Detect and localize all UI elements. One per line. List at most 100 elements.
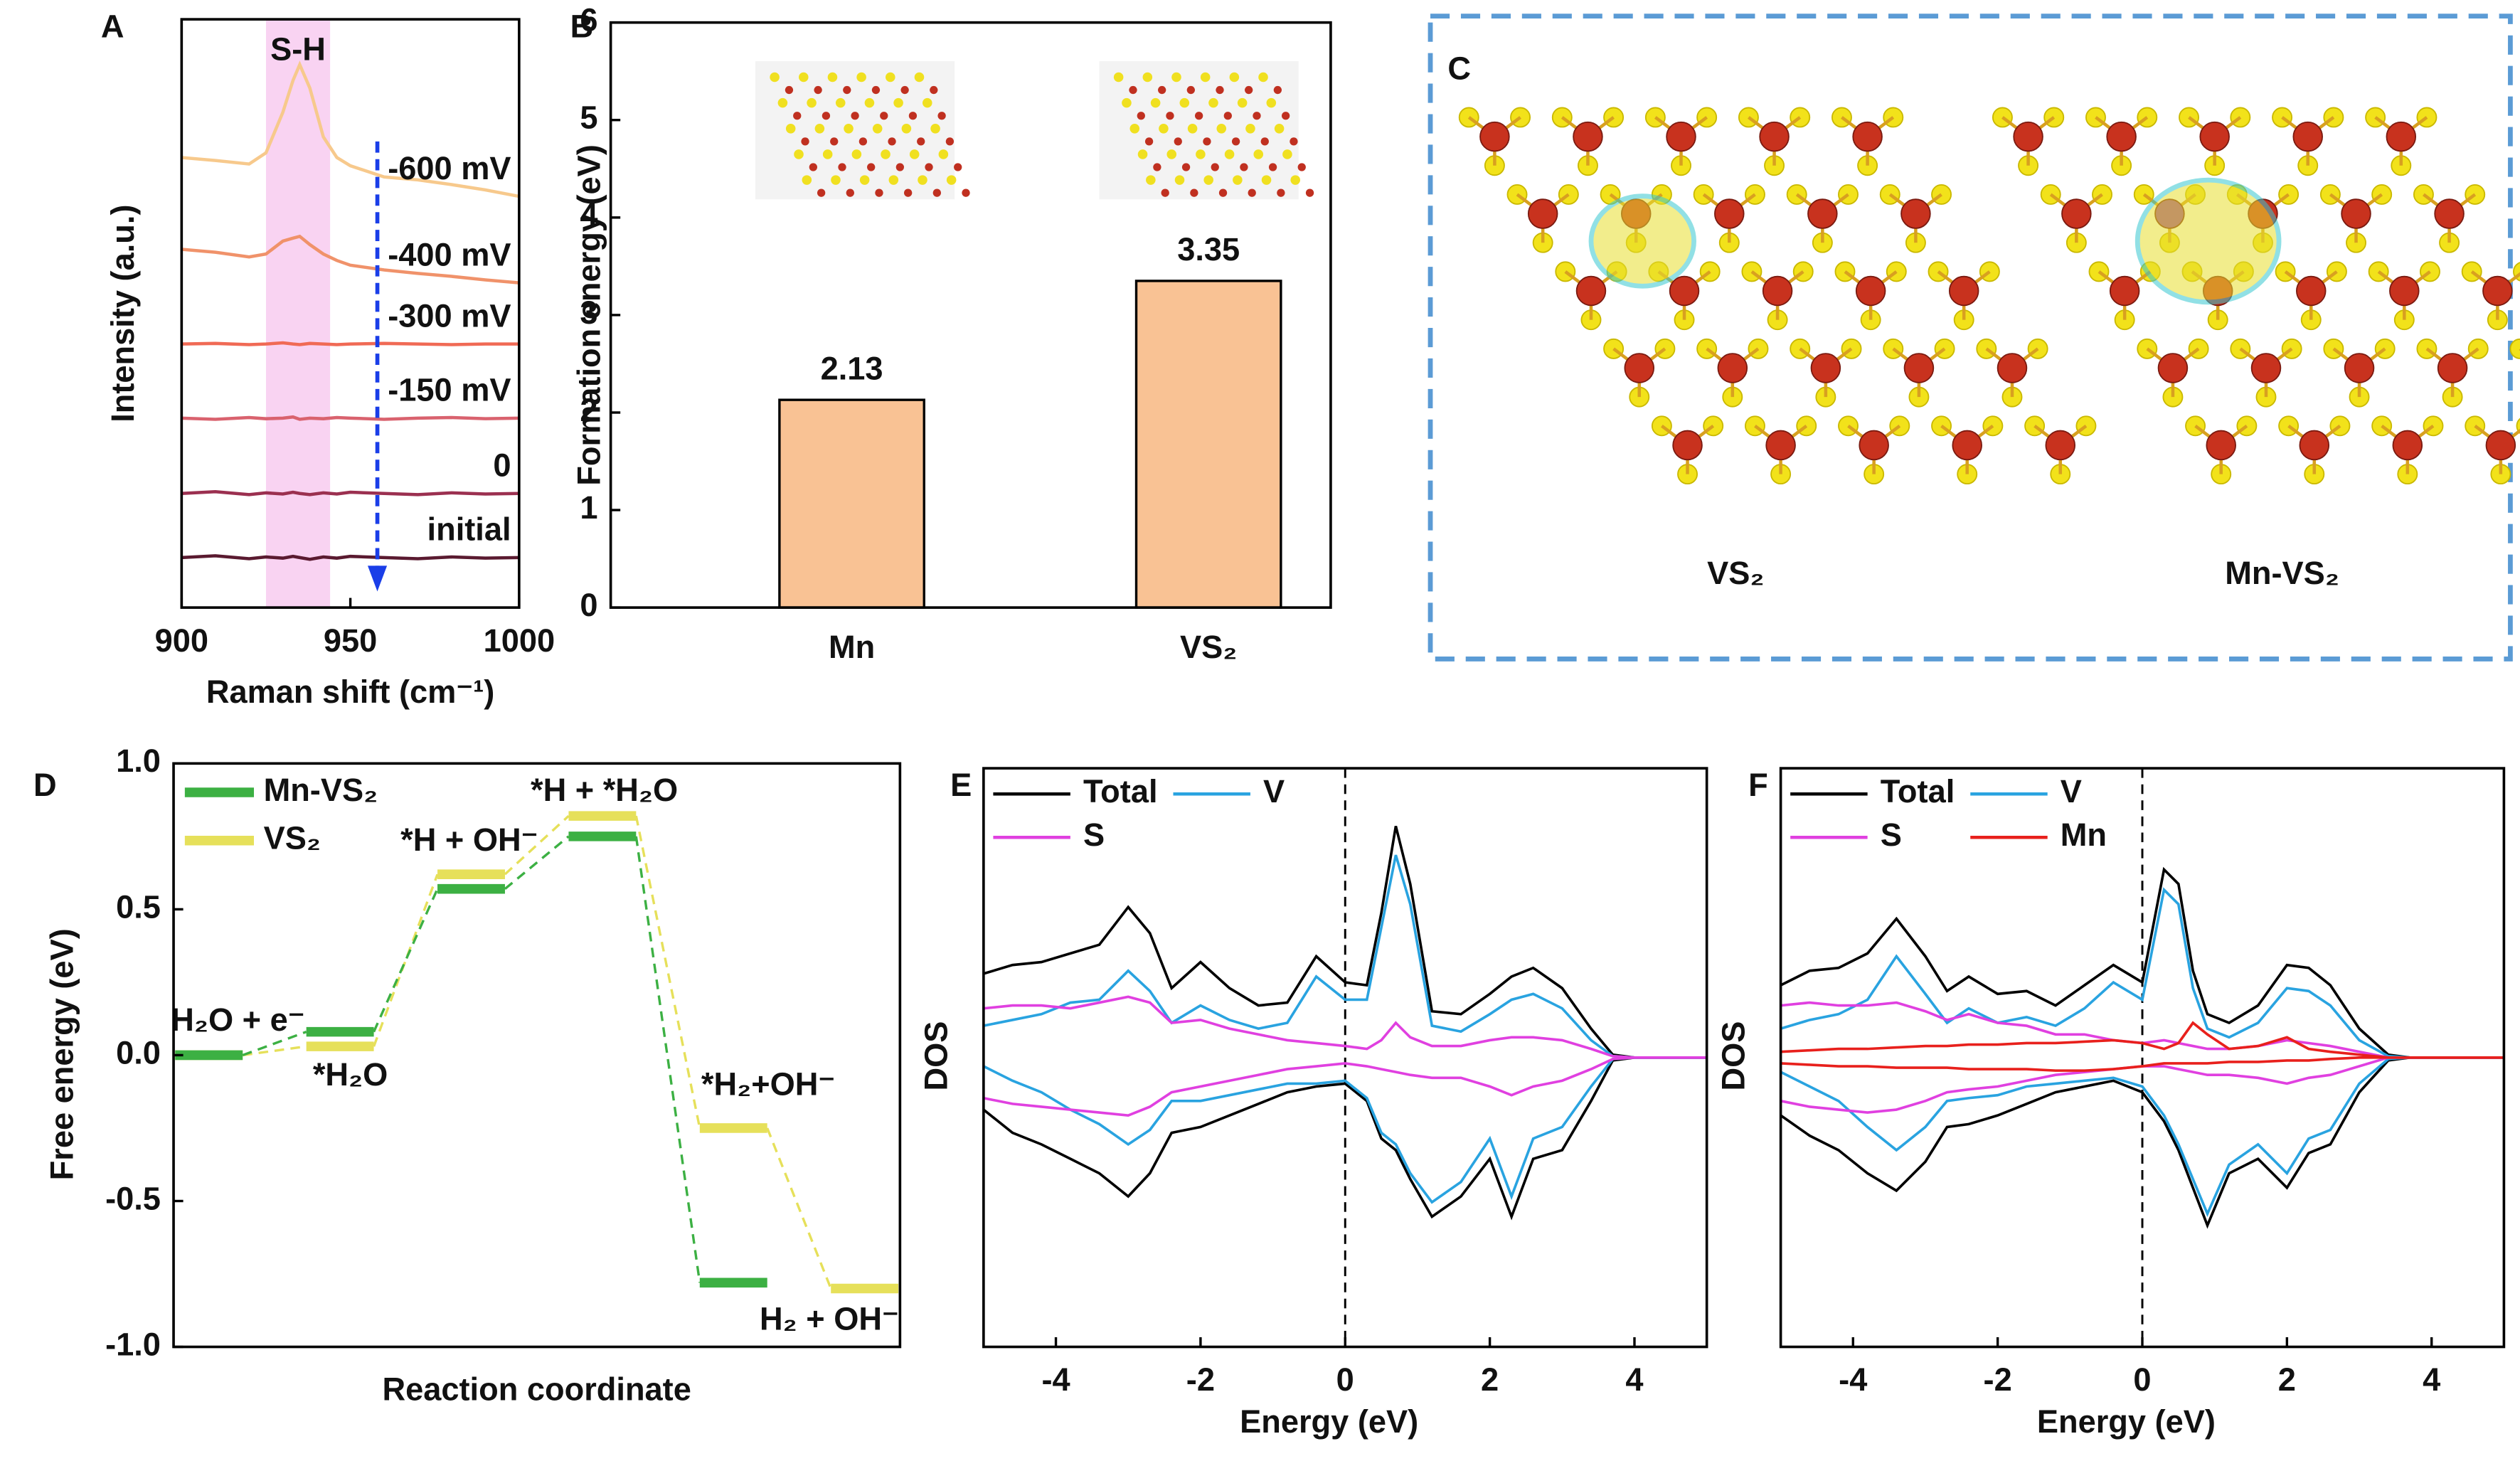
series-label: -300 mV [388,297,511,334]
x-tick-label: 950 [324,622,377,659]
inset-atom [1211,163,1219,171]
inset-atom [835,97,846,108]
y-tick-label: -1.0 [105,1326,161,1362]
metal-atom [2341,198,2371,229]
y-axis-label: Formation energy (eV) [570,144,607,486]
metal-atom [1855,275,1886,307]
inset-atom [1258,72,1268,83]
x-axis-label: Reaction coordinate [382,1371,691,1408]
metal-atom [1714,198,1745,229]
inset-atom [794,149,804,159]
x-tick-label: Mn [829,629,875,665]
state-label: *H₂O [313,1056,388,1093]
inset-atom [930,124,940,134]
inset-atom [1194,112,1203,120]
spectrum-line [181,60,520,198]
inset-atom [1161,188,1169,197]
metal-atom [1762,275,1793,307]
inset-atom [904,188,913,197]
inset-atom [1261,175,1272,185]
metal-atom [2199,121,2230,152]
inset-atom [872,124,883,134]
inset-atom [817,188,826,197]
inset-atom [843,85,851,95]
sulfur-atom [2509,338,2520,359]
inset-atom [1229,72,1240,83]
inset-atom [1274,124,1285,134]
inset-atom [1144,137,1154,146]
metal-atom [2386,121,2417,152]
connector [504,814,570,876]
x-tick-label: 1000 [484,622,555,659]
inset-atom [925,163,933,171]
structure-label: VS₂ [1707,555,1764,591]
structure-label: Mn-VS₂ [2225,555,2339,591]
metal-atom [1479,121,1510,152]
y-axis-label: Intensity (a.u.) [105,204,141,422]
legend-label: V [1263,773,1285,809]
metal-atom [2109,275,2140,307]
inset-atom [937,112,946,120]
inset-atom [1203,137,1211,146]
panel-label: B [570,9,594,45]
inset-atom [1223,112,1232,120]
arrow-head [367,565,388,592]
inset-atom [1216,85,1224,95]
panel-label: D [33,767,57,803]
metal-atom [2392,430,2423,461]
series-label: -600 mV [388,150,511,186]
inset-atom [922,97,932,108]
inset-atom [1218,188,1228,197]
inset-atom [1248,188,1256,197]
panel-label: F [1748,767,1768,803]
y-tick-label: 0 [580,587,597,623]
inset-atom [1245,85,1253,95]
inset-atom [930,85,938,95]
inset-atom [1224,149,1235,159]
metal-atom [2482,275,2513,307]
metal-atom [2013,121,2043,152]
inset-atom [867,163,876,171]
inset-atom [1181,163,1191,171]
inset-atom [888,175,899,185]
inset-atom [1122,97,1132,108]
inset-atom [827,72,838,83]
inset-atom [1240,163,1248,171]
metal-atom [2389,275,2420,307]
inset-atom [1233,175,1243,185]
x-axis-label: Raman shift (cm⁻¹) [206,674,494,710]
inset-atom [814,85,822,95]
metal-atom [1575,275,1607,307]
inset-atom [1208,97,1218,108]
metal-atom [1948,275,1979,307]
metal-atom [2045,430,2076,461]
x-tick-label: 900 [155,622,208,659]
metal-atom [1527,198,1558,229]
inset-atom [1260,137,1269,146]
inset-atom [1150,97,1161,108]
metal-atom [1669,275,1700,307]
inset-atom [1200,72,1211,83]
inset-atom [1174,175,1185,185]
inset-atom [1273,85,1282,95]
spectrum-line [181,489,519,496]
metal-atom [2299,430,2330,461]
series-label: -150 mV [388,372,511,408]
inset-atom [901,124,912,134]
inset-atom [859,175,870,185]
metal-atom [1859,430,1889,461]
metal-atom [2061,198,2092,229]
inset-atom [886,72,895,83]
y-tick-label: 0.5 [116,888,161,925]
metal-atom [2296,275,2327,307]
connector [373,888,439,1033]
inset-atom [893,97,903,108]
series-label: -400 mV [388,236,511,272]
panel-label: E [950,767,972,803]
x-tick-label: -4 [1041,1361,1070,1398]
inset-atom [858,137,868,146]
annotation: S-H [270,31,326,67]
legend-label: Total [1083,773,1158,809]
inset-atom [814,124,825,134]
